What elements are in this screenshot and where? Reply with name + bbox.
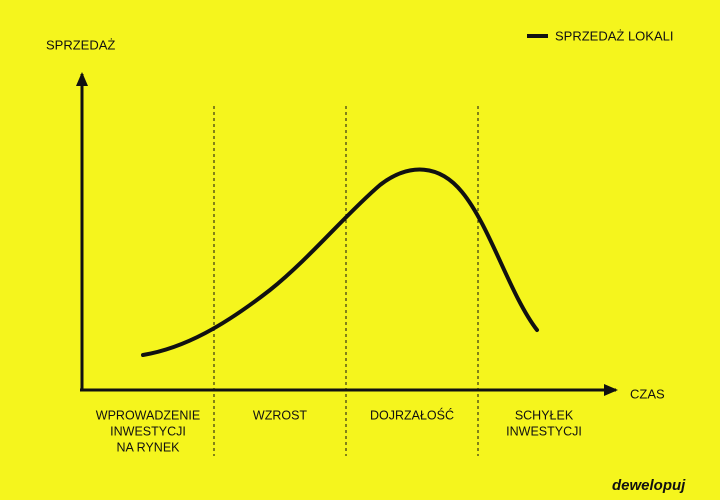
phase-labels: WPROWADZENIE INWESTYCJI NA RYNEK WZROST DOJR… [96,407,582,454]
phase-label: INWESTYCJI [506,424,582,438]
phase-label: WPROWADZENIE [96,408,200,422]
sales-curve [141,167,539,357]
x-axis-label: CZAS [630,386,665,401]
phase-dividers [213,106,479,456]
phase-label: WZROST [253,408,308,422]
phase-label: DOJRZAŁOŚĆ [370,407,454,422]
phase-label: NA RYNEK [117,440,181,454]
phase-label: INWESTYCJI [110,424,186,438]
y-axis-label: SPRZEDAŻ [46,37,115,52]
logo: dewelopuj [612,477,686,494]
phase-label: SCHYŁEK [515,408,574,422]
legend-label: SPRZEDAŻ LOKALI [555,28,673,43]
